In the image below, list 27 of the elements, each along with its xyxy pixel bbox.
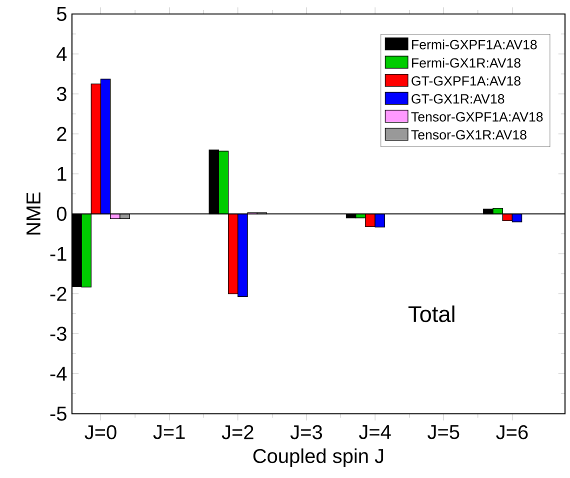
legend-label: Fermi-GXPF1A:AV18 [412, 40, 537, 50]
x-tick-label: J=5 [428, 425, 460, 440]
y-tick-label: 5 [56, 7, 66, 22]
y-tick-label: -5 [50, 406, 66, 421]
y-tick-label: 3 [56, 87, 66, 102]
y-tick-label: -2 [50, 286, 66, 301]
y-tick-label: 2 [57, 127, 66, 142]
x-axis-title: Coupled spin J [253, 448, 384, 468]
y-tick-label: 1 [58, 167, 66, 181]
legend-label: GT-GX1R:AV18 [412, 94, 504, 104]
y-tick-label: 0 [56, 206, 66, 222]
x-tick-label: J=6 [496, 425, 528, 440]
y-tick-label: -4 [50, 367, 67, 381]
y-tick-label: 4 [56, 47, 67, 61]
y-axis-title: NME [26, 192, 40, 235]
x-tick-label: J=1 [153, 425, 185, 440]
x-tick-label: J=4 [358, 425, 391, 440]
annotation: Total [408, 306, 454, 322]
x-tick-label: J=2 [222, 425, 254, 440]
legend-label: Tensor-GX1R:AV18 [411, 130, 526, 140]
y-tick-label: -1 [50, 247, 66, 261]
legend-label: Tensor-GXPF1A:AV18 [411, 112, 543, 122]
legend-label: GT-GXPF1A:AV18 [412, 76, 520, 86]
x-tick-label: J=3 [290, 425, 322, 440]
legend-label: Fermi-GX1R:AV18 [412, 58, 520, 68]
y-tick-label: -3 [50, 326, 66, 342]
x-tick-label: J=0 [84, 425, 116, 440]
